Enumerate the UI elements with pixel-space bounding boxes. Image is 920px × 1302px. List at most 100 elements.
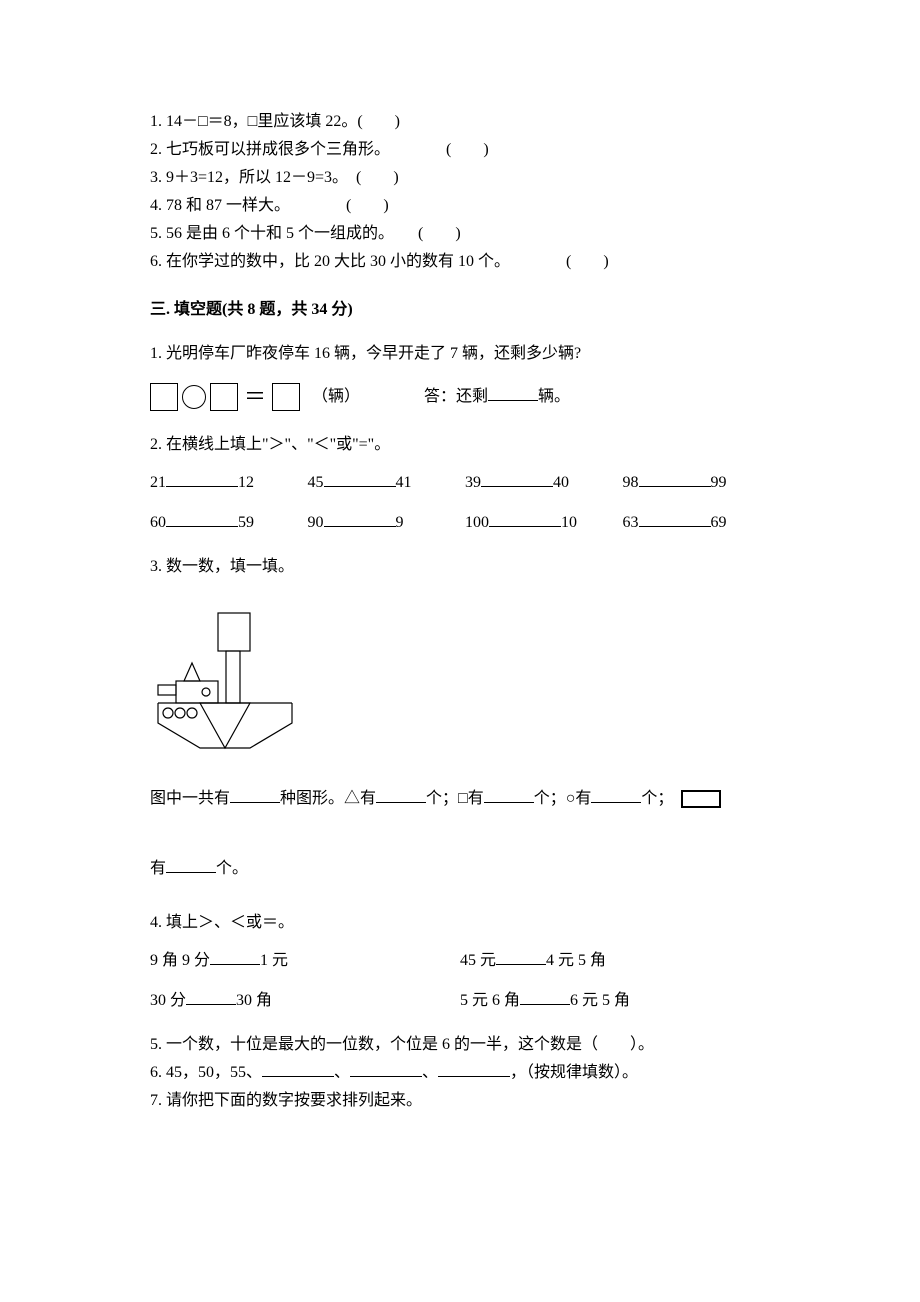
compare-blank bbox=[639, 471, 711, 487]
q1-answer: 答：还剩 辆。 bbox=[424, 385, 570, 409]
q3-prefix: 图中一共有 bbox=[150, 790, 230, 807]
q2-cell: 90 9 bbox=[308, 511, 456, 535]
tf-item-1: 1. 14－□＝8，□里应该填 22。( ) bbox=[150, 110, 770, 134]
q4-left: 45 元 bbox=[460, 952, 496, 969]
q4-left: 5 元 6 角 bbox=[460, 992, 520, 1009]
q1-equation: ＝ （辆） 答：还剩 辆。 bbox=[150, 380, 770, 413]
q4-left: 30 分 bbox=[150, 992, 186, 1009]
operator-circle bbox=[182, 385, 206, 409]
q3-blank bbox=[230, 787, 280, 803]
compare-blank bbox=[520, 989, 570, 1005]
q6-prefix: 6. 45，50，55、 bbox=[150, 1064, 262, 1081]
q4-cell: 45 元 4 元 5 角 bbox=[460, 949, 770, 973]
q4-cell: 9 角 9 分 1 元 bbox=[150, 949, 460, 973]
q3-part: 个； bbox=[641, 790, 673, 807]
q2-cell: 45 41 bbox=[308, 471, 456, 495]
q2-cell: 10010 bbox=[465, 511, 613, 535]
q2-left: 63 bbox=[623, 514, 639, 531]
result-box bbox=[272, 383, 300, 411]
q2-text: 2. 在横线上填上"＞"、"＜"或"="。 bbox=[150, 433, 770, 457]
q2-left: 90 bbox=[308, 514, 324, 531]
q3-tail-prefix: 有 bbox=[150, 860, 166, 877]
q2-right: 69 bbox=[711, 514, 727, 531]
q2-left: 60 bbox=[150, 514, 166, 531]
compare-blank bbox=[186, 989, 236, 1005]
q3-blank bbox=[376, 787, 426, 803]
rectangle-icon bbox=[681, 790, 721, 808]
ship-figure bbox=[150, 593, 770, 761]
q2-grid: 21 12 45 41 39 40 98 99 60 59 90 9 10010 63 69 bbox=[150, 471, 770, 535]
tf-item-5: 5. 56 是由 6 个十和 5 个一组成的。 ( ) bbox=[150, 222, 770, 246]
true-false-list: 1. 14－□＝8，□里应该填 22。( ) 2. 七巧板可以拼成很多个三角形。… bbox=[150, 110, 770, 274]
q2-left: 45 bbox=[308, 474, 324, 491]
q4-cell: 5 元 6 角 6 元 5 角 bbox=[460, 989, 770, 1013]
q2-right: 12 bbox=[238, 474, 254, 491]
q2-right: 99 bbox=[711, 474, 727, 491]
operand-box-2 bbox=[210, 383, 238, 411]
question-2: 2. 在横线上填上"＞"、"＜"或"="。 2112 4541 3940 989… bbox=[150, 433, 770, 535]
tf-item-3: 3. 9＋3=12，所以 12－9=3。 ( ) bbox=[150, 166, 770, 190]
q6-blank bbox=[350, 1061, 422, 1077]
q1-text: 1. 光明停车厂昨夜停车 16 辆，今早开走了 7 辆，还剩多少辆? bbox=[150, 342, 770, 366]
compare-blank bbox=[496, 949, 546, 965]
q2-left: 100 bbox=[465, 514, 489, 531]
q4-left: 9 角 9 分 bbox=[150, 952, 210, 969]
operand-box-1 bbox=[150, 383, 178, 411]
compare-blank bbox=[166, 471, 238, 487]
compare-blank bbox=[210, 949, 260, 965]
q3-part: 个；□有 bbox=[426, 790, 484, 807]
q6-blank bbox=[438, 1061, 510, 1077]
q6-blank bbox=[262, 1061, 334, 1077]
q3-text: 3. 数一数，填一填。 bbox=[150, 555, 770, 579]
q2-right: 59 bbox=[238, 514, 254, 531]
q6-line: 6. 45，50，55、、、，（按规律填数）。 bbox=[150, 1061, 770, 1085]
questions-5-7: 5. 一个数，十位是最大的一位数，个位是 6 的一半，这个数是（ ）。 6. 4… bbox=[150, 1033, 770, 1113]
q3-part: 个；○有 bbox=[534, 790, 592, 807]
q2-right: 9 bbox=[396, 514, 404, 531]
q1-unit: （辆） bbox=[312, 385, 360, 409]
compare-blank bbox=[489, 511, 561, 527]
compare-blank bbox=[481, 471, 553, 487]
q3-summary: 图中一共有 种图形。△有 个；□有 个；○有 个； 有 个。 bbox=[150, 781, 770, 887]
q3-blank bbox=[591, 787, 641, 803]
q7-text: 7. 请你把下面的数字按要求排列起来。 bbox=[150, 1089, 770, 1113]
q4-right: 4 元 5 角 bbox=[546, 952, 606, 969]
q2-cell: 39 40 bbox=[465, 471, 613, 495]
equals-sign: ＝ bbox=[242, 380, 268, 413]
q2-cell: 63 69 bbox=[623, 511, 771, 535]
q2-left: 21 bbox=[150, 474, 166, 491]
q2-left: 39 bbox=[465, 474, 481, 491]
tf-item-2: 2. 七巧板可以拼成很多个三角形。 ( ) bbox=[150, 138, 770, 162]
q2-right: 40 bbox=[553, 474, 569, 491]
tf-item-6: 6. 在你学过的数中，比 20 大比 30 小的数有 10 个。 ( ) bbox=[150, 250, 770, 274]
q3-mid: 种图形。△有 bbox=[280, 790, 376, 807]
q2-cell: 21 12 bbox=[150, 471, 298, 495]
compare-blank bbox=[166, 511, 238, 527]
q4-right: 30 角 bbox=[236, 992, 272, 1009]
compare-blank bbox=[324, 471, 396, 487]
q2-right: 41 bbox=[396, 474, 412, 491]
q1-answer-prefix: 答：还剩 bbox=[424, 388, 488, 405]
q4-text: 4. 填上＞、＜或＝。 bbox=[150, 911, 770, 935]
q3-tail-suffix: 个。 bbox=[216, 860, 248, 877]
q6-suffix: ，（按规律填数）。 bbox=[510, 1064, 638, 1081]
q1-answer-blank bbox=[488, 385, 538, 401]
q5-text: 5. 一个数，十位是最大的一位数，个位是 6 的一半，这个数是（ ）。 bbox=[150, 1033, 770, 1057]
compare-blank bbox=[639, 511, 711, 527]
q2-left: 98 bbox=[623, 474, 639, 491]
q3-blank bbox=[484, 787, 534, 803]
q4-grid: 9 角 9 分 1 元 45 元 4 元 5 角 30 分 30 角 5 元 6 角 6… bbox=[150, 949, 770, 1013]
q4-cell: 30 分 30 角 bbox=[150, 989, 460, 1013]
q1-answer-suffix: 辆。 bbox=[538, 388, 570, 405]
q4-right: 6 元 5 角 bbox=[570, 992, 630, 1009]
question-1: 1. 光明停车厂昨夜停车 16 辆，今早开走了 7 辆，还剩多少辆? ＝ （辆）… bbox=[150, 342, 770, 413]
q2-cell: 60 59 bbox=[150, 511, 298, 535]
question-3: 3. 数一数，填一填。 图中一共有 种图形。△有 个；□有 个；○有 个； 有 个。 bbox=[150, 555, 770, 887]
question-4: 4. 填上＞、＜或＝。 9 角 9 分1 元 45 元4 元 5 角 30 分3… bbox=[150, 911, 770, 1013]
q3-blank bbox=[166, 857, 216, 873]
q2-cell: 98 99 bbox=[623, 471, 771, 495]
section-3-header: 三. 填空题(共 8 题，共 34 分) bbox=[150, 298, 770, 322]
tf-item-4: 4. 78 和 87 一样大。 ( ) bbox=[150, 194, 770, 218]
q4-right: 1 元 bbox=[260, 952, 288, 969]
ship-svg bbox=[150, 593, 300, 753]
